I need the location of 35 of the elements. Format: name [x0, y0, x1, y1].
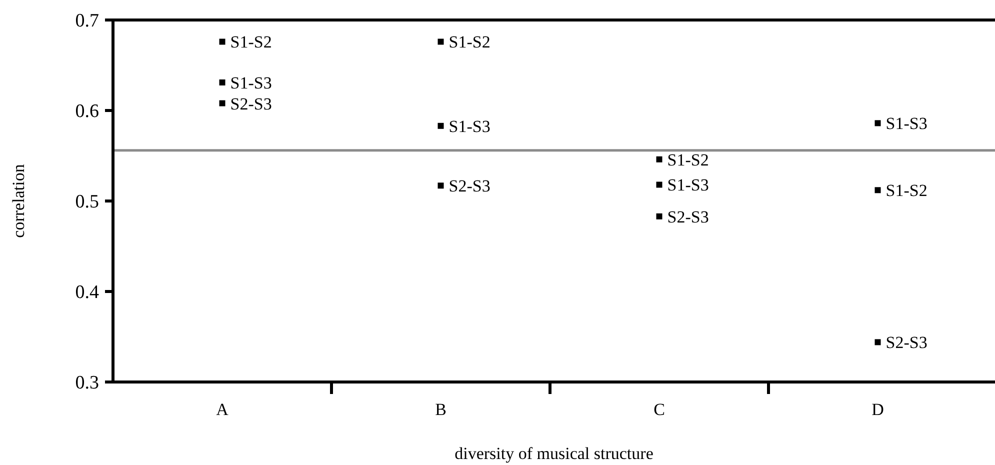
- y-tick-label: 0.3: [75, 372, 99, 394]
- point: [656, 213, 662, 220]
- x-tick-label: A: [216, 400, 230, 419]
- point: [219, 100, 226, 106]
- text: S1-S2: [886, 181, 928, 200]
- point: [438, 122, 444, 129]
- text: S2-S3: [448, 176, 490, 196]
- x-axis-title: diversity of musical structure: [454, 444, 654, 463]
- point: [219, 79, 226, 86]
- x-tick-label: D: [872, 400, 884, 419]
- y-axis-title: correlation: [9, 164, 28, 238]
- y-tick-label: 0.4: [75, 282, 100, 304]
- x-tick-label: C: [654, 400, 665, 419]
- y-tick-label: 0.5: [75, 192, 99, 213]
- text: S1-S3: [886, 114, 928, 134]
- point: [438, 38, 444, 45]
- point: [874, 339, 881, 346]
- point: [656, 156, 662, 162]
- text: S1-S3: [448, 116, 490, 136]
- text: S2-S3: [667, 207, 709, 226]
- series-label: S1-S2: [230, 32, 272, 52]
- series-label: S1-S3: [230, 73, 272, 92]
- text: S1-S2: [667, 150, 709, 170]
- point: [219, 38, 226, 45]
- series-label: S2-S3: [230, 94, 272, 114]
- point: [656, 182, 662, 188]
- y-tick-label: 0.6: [75, 101, 99, 122]
- point: [874, 187, 881, 194]
- text: S2-S3: [886, 333, 928, 352]
- text: S1-S2: [448, 32, 490, 52]
- point: [874, 120, 881, 126]
- point: [438, 182, 444, 189]
- text: S1-S3: [667, 176, 709, 195]
- y-tick-label: 0.7: [75, 10, 99, 32]
- x-tick-label: B: [435, 400, 446, 419]
